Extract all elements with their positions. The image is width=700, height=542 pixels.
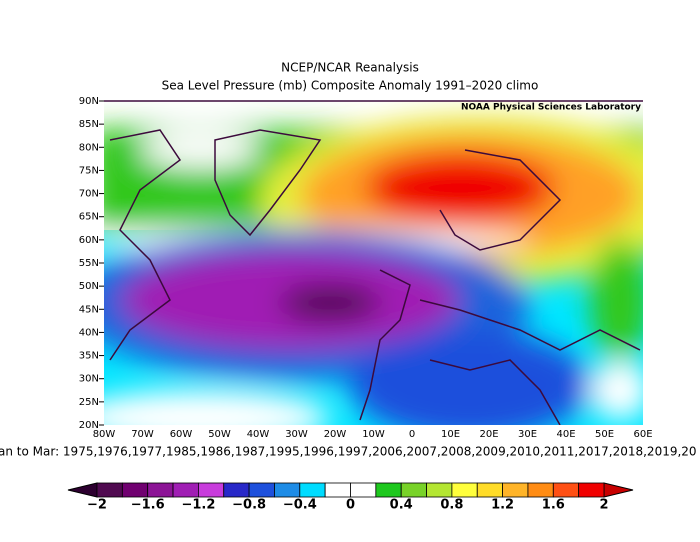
lat-label: 45N bbox=[79, 304, 99, 315]
lon-label: 20W bbox=[324, 429, 347, 440]
coastline bbox=[429, 359, 561, 425]
colorbar-segment bbox=[299, 482, 326, 498]
lat-label: 35N bbox=[79, 351, 99, 362]
caption: an to Mar: 1975,1976,1977,1985,1986,1987… bbox=[0, 445, 697, 459]
colorbar-segment bbox=[350, 482, 377, 498]
coastline bbox=[109, 129, 182, 361]
lat-label: 65N bbox=[79, 212, 99, 223]
lat-label: 25N bbox=[79, 397, 99, 408]
lat-label: 20N bbox=[79, 420, 99, 431]
lat-label: 70N bbox=[79, 189, 99, 200]
lat-label: 85N bbox=[79, 119, 99, 130]
colorbar-segment bbox=[223, 482, 250, 498]
field-blob bbox=[590, 360, 643, 420]
subtitle: Sea Level Pressure (mb) Composite Anomal… bbox=[162, 79, 539, 93]
coastline bbox=[359, 269, 411, 421]
colorbar-segment bbox=[527, 482, 554, 498]
field-blob bbox=[365, 152, 555, 224]
lat-label: 60N bbox=[79, 235, 99, 246]
colorbar-label: 0.8 bbox=[440, 498, 463, 513]
coastline bbox=[419, 299, 641, 351]
colorbar-label: −1.6 bbox=[131, 498, 165, 513]
lon-label: 40E bbox=[556, 429, 575, 440]
lon-label: 0 bbox=[409, 429, 415, 440]
lon-label: 70W bbox=[131, 429, 154, 440]
colorbar-over bbox=[603, 482, 634, 498]
lon-label: 80W bbox=[93, 429, 116, 440]
colorbar-segment bbox=[248, 482, 275, 498]
lon-label: 50W bbox=[208, 429, 231, 440]
lon-label: 30E bbox=[518, 429, 537, 440]
colorbar-segment bbox=[96, 482, 123, 498]
lat-label: 40N bbox=[79, 327, 99, 338]
lat-label: 50N bbox=[79, 281, 99, 292]
field-blob bbox=[140, 132, 260, 168]
colorbar-segment bbox=[476, 482, 504, 498]
colorbar: −2 −1.6 −1.2 −0.8 −0.4 0 0.4 0.8 1.2 1.6 2 bbox=[67, 482, 634, 513]
colorbar-label: −1.2 bbox=[181, 498, 215, 513]
axes: 90N 85N 80N 75N 70N 65N 60N 55N 50N 45N 40N 35N 30N 2… bbox=[79, 96, 653, 440]
colorbar-label: 1.6 bbox=[542, 498, 565, 513]
field-blob bbox=[104, 390, 330, 425]
colorbar-segment bbox=[121, 482, 149, 498]
colorbar-label: −2 bbox=[87, 498, 107, 513]
anomaly-field bbox=[104, 101, 643, 425]
lon-label: 10W bbox=[362, 429, 385, 440]
colorbar-segment bbox=[400, 482, 427, 498]
colorbar-label: 1.2 bbox=[491, 498, 514, 513]
colorbar-label: 0.4 bbox=[390, 498, 413, 513]
colorbar-segment bbox=[147, 482, 174, 498]
field-blob bbox=[350, 330, 590, 425]
coastlines bbox=[109, 129, 641, 425]
field-blob bbox=[590, 240, 643, 360]
credit: NOAA Physical Sciences Laboratory bbox=[461, 103, 641, 113]
colorbar-segment bbox=[578, 482, 605, 498]
title: NCEP/NCAR Reanalysis bbox=[281, 61, 419, 75]
lon-label: 10E bbox=[441, 429, 460, 440]
colorbar-segment bbox=[172, 482, 199, 498]
lat-label: 80N bbox=[79, 142, 99, 153]
lon-label: 30W bbox=[285, 429, 308, 440]
lon-label: 60E bbox=[633, 429, 652, 440]
colorbar-under bbox=[67, 482, 98, 498]
colorbar-label: 0 bbox=[346, 498, 355, 513]
colorbar-segment bbox=[274, 482, 301, 498]
lon-label: 60W bbox=[170, 429, 193, 440]
colorbar-segment bbox=[197, 482, 225, 498]
colorbar-segment bbox=[552, 482, 580, 498]
lon-label: 40W bbox=[247, 429, 270, 440]
colorbar-label: 2 bbox=[599, 498, 608, 513]
colorbar-segment bbox=[502, 482, 529, 498]
lon-label: 50E bbox=[595, 429, 614, 440]
colorbar-segment bbox=[451, 482, 478, 498]
colorbar-label: −0.4 bbox=[283, 498, 317, 513]
lat-label: 55N bbox=[79, 258, 99, 269]
lon-label: 20E bbox=[479, 429, 498, 440]
lat-label: 30N bbox=[79, 374, 99, 385]
colorbar-segment bbox=[426, 482, 453, 498]
coastline bbox=[439, 149, 562, 251]
colorbar-label: −0.8 bbox=[232, 498, 266, 513]
lat-label: 90N bbox=[79, 96, 99, 107]
colorbar-segment bbox=[375, 482, 402, 498]
coastline bbox=[214, 129, 322, 237]
field-blob bbox=[280, 285, 380, 321]
lat-label: 75N bbox=[79, 165, 99, 176]
colorbar-segment bbox=[324, 482, 351, 498]
